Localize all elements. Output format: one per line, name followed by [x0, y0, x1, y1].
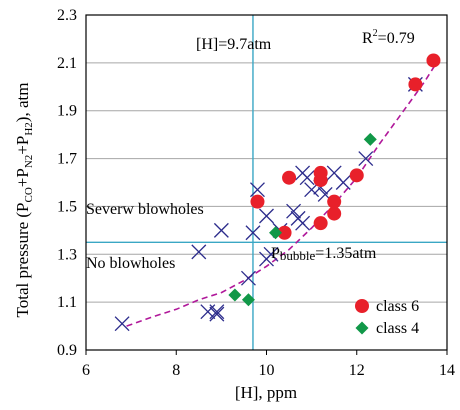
r-squared-letter: R: [362, 30, 373, 47]
class-4-point: [269, 226, 283, 240]
cross-point: [299, 170, 315, 186]
cross-stroke: [240, 270, 256, 286]
cross-stroke: [335, 175, 351, 190]
cross-stroke: [358, 151, 374, 167]
cross-stroke: [213, 222, 229, 238]
data-points: [114, 53, 441, 332]
cross-point: [295, 215, 311, 231]
cross-point: [209, 306, 225, 322]
y-tick-label: 2.3: [57, 7, 77, 24]
class-4-point: [228, 288, 242, 302]
cross-stroke: [209, 304, 225, 320]
y-tick-label: 1.7: [57, 151, 77, 168]
vline-label: [H]=9.7atm: [196, 36, 272, 53]
y-tick-label: 1.1: [57, 294, 77, 311]
class-6-point: [408, 77, 423, 92]
cross-point: [213, 222, 229, 238]
bubble-pressure-label: Pbubble=1.35atm: [271, 245, 377, 263]
cross-stroke: [317, 187, 333, 202]
y-tick-label: 2.1: [57, 55, 77, 72]
x-tick-label: 6: [82, 362, 90, 379]
cross-stroke: [326, 165, 342, 181]
r-squared-value: =0.79: [378, 30, 415, 47]
cross-point: [240, 270, 256, 286]
bubble-pressure-value: =1.35atm: [315, 245, 377, 262]
class-4-point: [241, 293, 255, 307]
y-tick-label: 1.9: [57, 103, 77, 120]
y-axis-title-sub: N2: [23, 155, 35, 168]
cross-point: [209, 304, 225, 320]
legend-label: class 6: [376, 298, 419, 315]
x-tick-label: 10: [259, 362, 275, 379]
y-tick-labels: 0.9 1.1 1.3 1.5 1.7 1.9 2.1 2.3: [57, 7, 77, 359]
cross-point: [263, 246, 279, 262]
y-tick-label: 1.3: [57, 246, 77, 263]
class-6-point: [426, 53, 441, 68]
region-upper-label: Severw blowholes: [86, 201, 204, 218]
threshold-lines: [86, 15, 447, 350]
y-axis-title-part: Total pressure (P: [13, 202, 32, 317]
cross-stroke: [245, 225, 261, 241]
y-axis-title-part: +P: [13, 136, 32, 155]
bubble-pressure-sub: bubble: [280, 248, 316, 263]
x-tick-label: 12: [349, 362, 365, 379]
x-tick-label: 8: [172, 362, 180, 379]
cross-point: [259, 208, 274, 224]
legend-marker-class-4: [355, 321, 369, 335]
class-6-point: [277, 225, 292, 240]
y-axis-title-part: ), atm: [13, 83, 32, 123]
r-squared-label: R2=0.79: [362, 28, 415, 47]
class-6-point: [313, 216, 328, 231]
grid-lines: [86, 14, 447, 351]
cross-stroke: [114, 316, 130, 332]
cross-point: [191, 244, 207, 260]
cross-point: [245, 225, 261, 241]
cross-stroke: [263, 246, 279, 262]
class-4-point: [363, 132, 377, 146]
trend-line: [126, 60, 439, 327]
cross-point: [358, 151, 374, 167]
cross-stroke: [209, 306, 225, 322]
cross-point: [250, 182, 265, 198]
y-axis-title: Total pressure (PCO+PN2+PH2), atm: [13, 83, 35, 318]
bubble-pressure-letter: P: [271, 245, 280, 262]
class-6-point: [349, 168, 364, 183]
x-tick-labels: 6 8 10 12 14: [82, 350, 455, 379]
legend: class 6 class 4: [355, 298, 419, 337]
y-axis-title-part: +P: [13, 168, 32, 187]
class-6-point: [327, 206, 342, 221]
class-6-point: [327, 194, 342, 209]
legend-marker-class-6: [355, 299, 369, 313]
class-6-point: [313, 173, 328, 188]
y-axis-title-sub: H2: [23, 122, 35, 135]
region-lower-label: No blowholes: [86, 255, 175, 272]
trend-line-group: [126, 60, 439, 327]
cross-stroke: [299, 170, 315, 186]
cross-point: [335, 175, 351, 190]
r-squared-sup: 2: [373, 28, 378, 39]
x-axis-title: [H], ppm: [235, 383, 297, 402]
cross-stroke: [250, 182, 265, 198]
cross-point: [114, 316, 130, 332]
cross-stroke: [259, 208, 274, 224]
y-axis-title-sub: CO: [23, 187, 35, 202]
y-tick-label: 0.9: [57, 342, 77, 359]
cross-stroke: [295, 215, 311, 231]
class-6-point: [250, 194, 265, 209]
cross-stroke: [191, 244, 207, 260]
class-6-point: [282, 170, 297, 185]
cross-stroke: [286, 203, 302, 219]
y-tick-label: 1.5: [57, 198, 77, 215]
legend-label: class 4: [376, 320, 419, 337]
x-tick-label: 14: [439, 362, 455, 379]
cross-point: [286, 203, 302, 219]
